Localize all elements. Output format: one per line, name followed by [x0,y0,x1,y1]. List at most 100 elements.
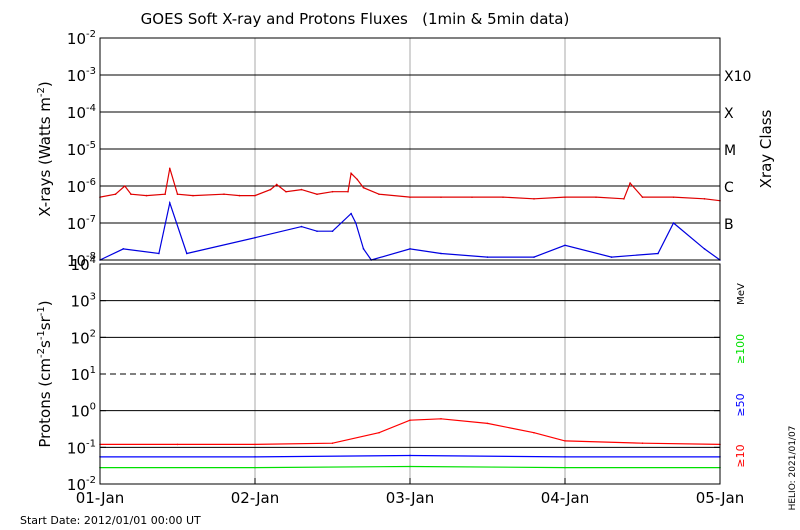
xray-series-point [657,252,659,255]
xray-series-point [130,193,132,196]
xray-series-point [440,252,442,255]
xray-series-point [254,194,256,197]
xray-class-label: X10 [724,69,751,85]
proton-series-point [378,431,380,434]
xray-series-point [564,244,566,247]
xray-series-point [409,196,411,198]
proton-ytick-label: 10-2 [67,475,96,494]
xray-series-point [595,196,597,198]
xray-series-point [533,256,535,258]
xray-series-point [347,190,349,193]
xray-ytick-label: 10-7 [67,214,96,233]
proton-ytick-label: 10-1 [67,438,96,457]
xray-series-point [623,198,625,200]
xtick-label: 01-Jan [76,489,124,507]
proton-panel: 10-2 10-1 100 101 102 103 104 01-Jan 02-Jan 03-J… [36,255,747,507]
xray-series-point [124,185,126,187]
proton-series-point [641,442,644,444]
start-date-label: Start Date: 2012/01/01 00:00 UT [20,514,201,527]
xray-ytick-label: 10-6 [67,177,96,196]
proton-legend-label: ≥10 [734,444,747,467]
proton-series-point [440,418,442,420]
proton-series-point [254,466,256,469]
xray-series-point [186,252,188,255]
proton-series-line-0 [100,418,721,445]
xray-series-point [285,190,287,193]
proton-ytick-label: 102 [71,328,96,347]
xray-series-point [350,212,352,215]
xray-series-point [164,193,166,196]
proton-series-point [254,456,256,458]
xray-ytick-label: 10-3 [67,66,96,85]
xray-series-point [275,183,278,186]
xray-series-point [409,248,411,250]
chart-title: GOES Soft X-ray and Protons Fluxes (1min… [141,10,570,28]
xray-ytick-label: 10-5 [67,140,96,159]
xray-series-point [362,248,365,250]
proton-series-point [533,431,535,434]
xray-series-point [471,196,473,198]
proton-ylabel: Protons (cm-2s-1sr-1) [36,300,54,447]
proton-series-point [409,465,411,468]
xray-series-point [316,193,318,196]
xray-series-point [254,236,256,239]
xray-series-point [378,193,380,196]
xray-series-point [145,194,148,197]
xray-ytick-label: 10-2 [67,29,96,48]
proton-legend-label: ≥100 [734,334,747,364]
xray-class-label: C [724,180,734,196]
proton-series-point [564,456,566,458]
xray-series-point [192,194,194,197]
xray-series-point [122,248,125,250]
xray-series-point [356,178,359,181]
proton-ytick-label: 101 [71,365,96,384]
xray-series-point [610,256,613,258]
xray-series-point [533,198,535,200]
xtick-label: 04-Jan [541,489,589,507]
xray-series-point [672,222,675,224]
xray-series-line-0 [99,168,721,202]
xray-class-label: M [724,143,736,159]
xray-panel: 10-8 10-7 10-6 10-5 10-4 10-3 10-2 B C M X X10 X-r… [36,29,775,270]
proton-series-point [254,443,256,446]
xray-series-point [629,182,631,184]
proton-frame [99,263,721,485]
xray-series-point [114,193,117,196]
xray-series-point [703,248,706,250]
proton-series-point [564,440,566,442]
proton-series-point [486,422,489,425]
xray-series-point [362,186,365,189]
xray-series-point [350,172,352,175]
xray-series-point [564,196,566,198]
proton-series-point [176,443,179,446]
xray-series-point [316,230,318,233]
xtick-label: 03-Jan [386,489,434,507]
xray-series-point [331,230,334,233]
xray-series-point [223,193,225,196]
xray-series-point [486,256,489,258]
xray-class-label: X [724,106,734,122]
proton-ytick-label: 103 [71,292,96,311]
xray-series-point [354,222,357,224]
proton-series-point [331,442,334,444]
helio-credit: HELIO: 2021/01/07 [788,426,798,511]
xray-ytick-label: 10-4 [67,103,96,122]
xray-class-axis-label: Xray Class [757,109,775,188]
proton-unit-label: MeV [736,283,747,305]
xray-ytick-label: 10-8 [67,251,96,270]
xray-series-point [440,196,442,198]
xray-series-point [300,225,303,228]
proton-legend-label: ≥50 [734,393,747,416]
xtick-label: 05-Jan [696,489,744,507]
xray-series-point [502,196,504,198]
xray-series-point [300,188,303,191]
proton-series-point [409,419,411,421]
proton-ytick-label: 104 [71,255,96,274]
xray-series-point [672,196,675,198]
xray-series-point [158,252,160,255]
xray-series-point [269,188,272,191]
xray-class-label: B [724,217,734,233]
proton-ytick-label: 100 [71,402,96,421]
xray-series-point [168,202,171,204]
